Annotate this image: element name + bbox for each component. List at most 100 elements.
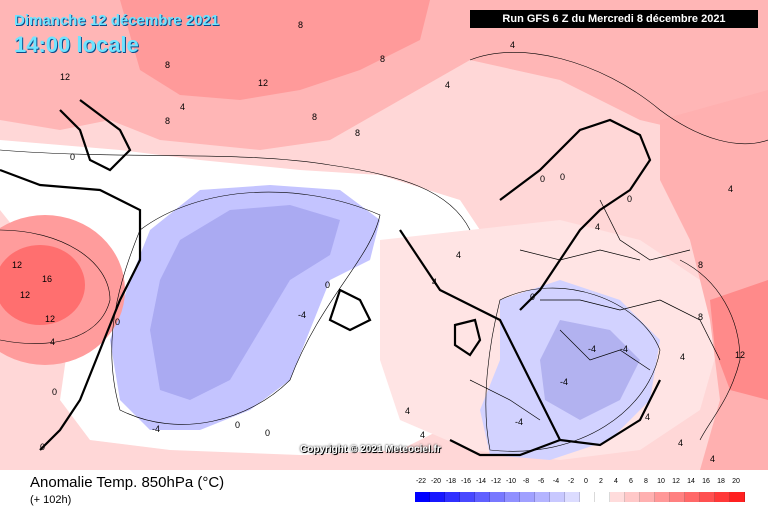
warm-anomaly-east-core [710,280,768,400]
legend-swatch [580,492,595,502]
contour-label: 0 [235,420,240,430]
contour-label: 8 [355,128,360,138]
variable-title: Anomalie Temp. 850hPa (°C) [30,474,225,491]
contour-label: 0 [52,387,57,397]
contour-label: 8 [312,112,317,122]
legend-tick-label: 0 [584,478,588,485]
legend-tick-label: -14 [475,478,487,485]
contour-label: 0 [540,174,545,184]
contour-label: 12 [12,260,22,270]
legend-swatch [445,492,460,502]
legend-swatch [625,492,640,502]
legend-swatch [700,492,715,502]
warm-anomaly-greenland-core [120,0,430,100]
contour-label: 0 [40,442,45,452]
contour-label: 0 [530,292,535,302]
contour-label: 4 [645,412,650,422]
contour-label: -4 [298,310,306,320]
legend-swatch [475,492,490,502]
contour-label: 12 [60,72,70,82]
legend-tick-label: 12 [672,478,680,485]
contour-labels-canada: 12 16 12 12 4 0 [12,260,57,397]
contour-label: 8 [298,20,303,30]
contour-label: -4 [152,424,160,434]
legend-swatch [415,492,430,502]
contour-labels-europe: 4 4 0 0 -4 -4 -4 -4 4 4 8 12 4 0 0 4 8 4… [432,172,745,464]
contour-label: -4 [620,344,628,354]
legend-tick-label: -2 [567,478,575,485]
legend-swatch [610,492,625,502]
legend-swatch [655,492,670,502]
contour-label: 4 [510,40,515,50]
contour-label: 4 [710,454,715,464]
british-isles-coast [453,318,482,357]
scandinavia-coast [499,118,652,311]
borders [469,199,721,421]
valid-date: Dimanche 12 décembre 2021 [14,12,220,29]
warm-anomaly-canada-core [0,245,85,325]
legend-swatch [640,492,655,502]
coastlines [0,99,661,457]
legend-tick-label: 20 [732,478,740,485]
contour-label: 8 [698,312,703,322]
contour-label: 4 [432,277,437,287]
legend-swatch [595,492,610,502]
legend-tick-label: 18 [717,478,725,485]
valid-time: 14:00 locale [14,32,139,57]
contour-label: -4 [560,377,568,387]
cold-anomaly-europe-core [540,320,640,420]
legend-swatch [520,492,535,502]
legend-swatch [565,492,580,502]
contour-label: 4 [678,438,683,448]
contour-label: 12 [735,350,745,360]
legend-tick-label: -4 [552,478,560,485]
contour-label: 0 [70,152,75,162]
legend-tick-label: 6 [629,478,633,485]
contour-label: 4 [680,352,685,362]
legend-swatch [715,492,730,502]
legend-swatch [535,492,550,502]
lead-time: (+ 102h) [30,494,72,506]
contour-label: 0 [115,317,120,327]
cold-anomaly-atlantic-core [150,205,340,400]
legend-tick-label: -20 [430,478,442,485]
footer [0,470,768,512]
contour-label: 16 [42,274,52,284]
contour-label: 0 [627,194,632,204]
legend-tick-label: -22 [415,478,427,485]
legend-tick-label: 14 [687,478,695,485]
contour-label: 4 [50,337,55,347]
mediterranean-coast [449,438,561,457]
contour-label: 4 [405,406,410,416]
legend-swatch [550,492,565,502]
contour-label: 0 [560,172,565,182]
iceland-coast [328,288,372,332]
greenland-coast [59,99,132,172]
legend-swatch [685,492,700,502]
contour-label: 12 [20,290,30,300]
color-scale-swatches [415,492,745,502]
legend-tick-label: -16 [460,478,472,485]
legend-swatch [430,492,445,502]
europe-coast [399,229,661,447]
legend-tick-label: 8 [644,478,648,485]
contour-label: 8 [698,260,703,270]
contour-lines [0,52,768,452]
contour-label: -4 [588,344,596,354]
contour-label: 8 [165,60,170,70]
legend-swatch [730,492,745,502]
legend-tick-label: 16 [702,478,710,485]
legend-tick-label: -8 [522,478,530,485]
contour-label: 4 [456,250,461,260]
legend-tick-label: 2 [599,478,603,485]
legend-tick-label: -10 [505,478,517,485]
contour-labels-atlantic: 0 0 -4 -4 0 0 4 4 0 0 [40,152,425,452]
legend-tick-label: -18 [445,478,457,485]
contour-label: 12 [258,78,268,88]
contour-label: -4 [515,417,523,427]
legend-swatch [490,492,505,502]
legend-tick-label: -6 [537,478,545,485]
contour-label: 4 [445,80,450,90]
legend-swatch [460,492,475,502]
contour-label: 8 [165,116,170,126]
